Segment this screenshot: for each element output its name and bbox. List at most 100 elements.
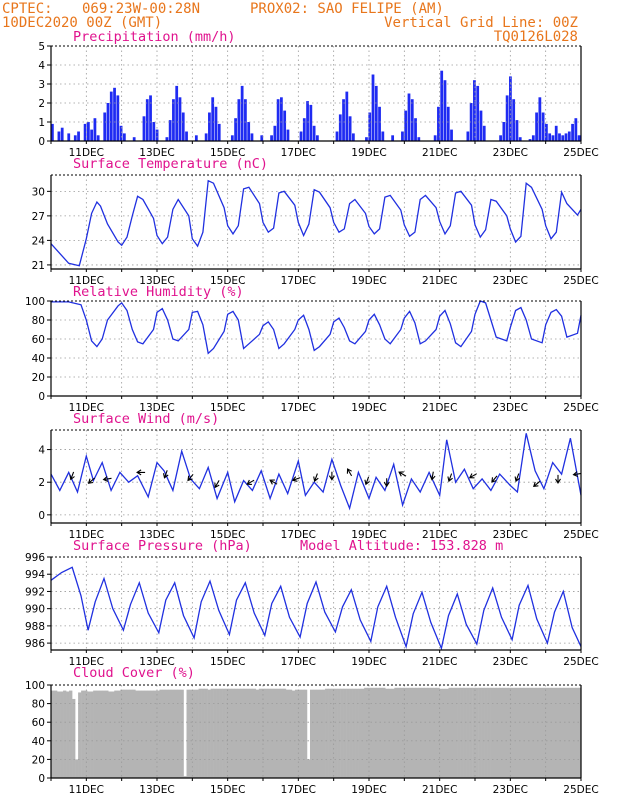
precip-bar	[119, 125, 123, 141]
cloud-bar	[57, 691, 61, 778]
cloud-bar	[93, 690, 97, 778]
pressure-xtick-label: 13DEC	[139, 656, 174, 668]
cloud-bar	[114, 690, 118, 778]
pressure-xtick-label: 17DEC	[281, 656, 316, 668]
cloud-bar	[559, 687, 564, 778]
cloud-bar	[331, 688, 335, 778]
pressure-ytick-label: 994	[25, 569, 45, 581]
cloud-bar	[276, 688, 281, 778]
precip-bar	[214, 106, 218, 141]
cloud-bar	[373, 687, 377, 778]
wind-arrow	[468, 473, 477, 479]
cloud-bar	[556, 687, 561, 778]
precip-xtick-label: 13DEC	[139, 147, 174, 159]
cloud-bar	[294, 689, 299, 778]
temperature-xtick-label: 11DEC	[69, 275, 104, 287]
precip-bar	[113, 87, 116, 141]
precip-bar	[270, 135, 273, 141]
precip-bar	[466, 131, 470, 141]
humidity-xtick-label: 23DEC	[493, 402, 528, 414]
cloud-bar	[291, 690, 296, 778]
precip-bar	[554, 125, 558, 141]
cloud-bar	[403, 687, 407, 778]
wind-arrow	[533, 480, 541, 488]
humidity-title: Relative Humidity (%)	[73, 284, 244, 300]
wind-arrow	[328, 471, 335, 481]
cloud-bar	[406, 687, 410, 778]
cloud-bar	[54, 690, 58, 778]
cloud-xtick-label: 11DEC	[69, 784, 104, 796]
humidity-ytick-label: 20	[32, 372, 45, 384]
cloud-bar	[147, 690, 151, 778]
precip-bar	[155, 129, 159, 141]
cloud-bar	[376, 687, 380, 778]
cloud-bar	[358, 688, 362, 778]
wind-arrow	[102, 476, 112, 482]
wind-arrow	[572, 471, 582, 478]
cloud-bar	[466, 687, 470, 778]
cloud-bar	[322, 689, 326, 778]
cloud-bar	[433, 687, 437, 778]
precip-bar	[276, 99, 280, 141]
cloud-bar	[508, 687, 513, 778]
precip-bar	[404, 110, 408, 141]
cloud-bar	[343, 688, 347, 778]
wind-arrow	[162, 470, 169, 479]
precip-xtick-label: 15DEC	[210, 147, 245, 159]
precip-bar	[230, 135, 234, 141]
precip-bar	[73, 135, 77, 141]
cloud-bar	[388, 688, 392, 778]
cloud-bar	[325, 688, 329, 778]
precip-bar	[57, 131, 61, 141]
header-grid-note: Vertical Grid Line: 00Z	[384, 15, 578, 31]
cloud-bar	[255, 689, 260, 778]
temperature-xtick-label: 23DEC	[493, 275, 528, 287]
cloud-bar	[129, 689, 133, 778]
wind-arrow	[364, 476, 370, 486]
precip-bar	[250, 133, 254, 141]
precip-bar	[247, 122, 251, 141]
cloud-bar	[228, 688, 232, 778]
humidity-xtick-label: 21DEC	[422, 402, 457, 414]
cloud-bar	[553, 687, 558, 778]
header-station: PROX02: SAO FELIPE (AM)	[250, 1, 444, 17]
cloud-bar	[571, 687, 576, 778]
cloud-bar	[541, 687, 546, 778]
precip-bar	[518, 137, 522, 141]
wind-xtick-label: 13DEC	[139, 529, 174, 541]
cloud-bar	[544, 687, 549, 778]
cloud-xtick-label: 13DEC	[139, 784, 174, 796]
cloud-bar	[174, 689, 178, 778]
cloud-bar	[207, 689, 211, 778]
cloud-bar	[90, 691, 94, 778]
precip-bar	[172, 99, 175, 141]
cloud-ytick-label: 60	[32, 717, 45, 729]
precip-bar	[482, 125, 486, 141]
precip-bar	[473, 80, 476, 141]
pressure-xtick-label: 15DEC	[210, 656, 245, 668]
precip-bar	[391, 135, 395, 141]
precip-bar	[204, 133, 208, 141]
cloud-bar	[427, 687, 431, 778]
wind-arrow	[214, 480, 220, 489]
cloud-bar	[171, 689, 175, 778]
precip-bar	[567, 131, 571, 141]
precip-bar	[165, 137, 169, 141]
temperature-xtick-label: 17DEC	[281, 275, 316, 287]
humidity-ytick-label: 100	[25, 296, 45, 308]
cloud-bar	[102, 690, 106, 778]
temperature-ytick-label: 21	[32, 260, 45, 272]
precip-bar	[378, 106, 381, 141]
cloud-bar	[63, 690, 67, 778]
cloud-bar	[78, 692, 82, 778]
precip-bar	[185, 131, 188, 141]
precip-bar	[545, 123, 548, 141]
cloud-bar	[568, 687, 573, 778]
humidity-ytick-label: 40	[32, 353, 45, 365]
cloud-bar	[574, 687, 579, 778]
cloud-bar	[225, 688, 229, 778]
cloud-bar	[478, 687, 482, 778]
cloud-bar	[279, 688, 284, 778]
precip-bar	[515, 120, 519, 141]
temperature-xtick-label: 25DEC	[563, 275, 598, 287]
